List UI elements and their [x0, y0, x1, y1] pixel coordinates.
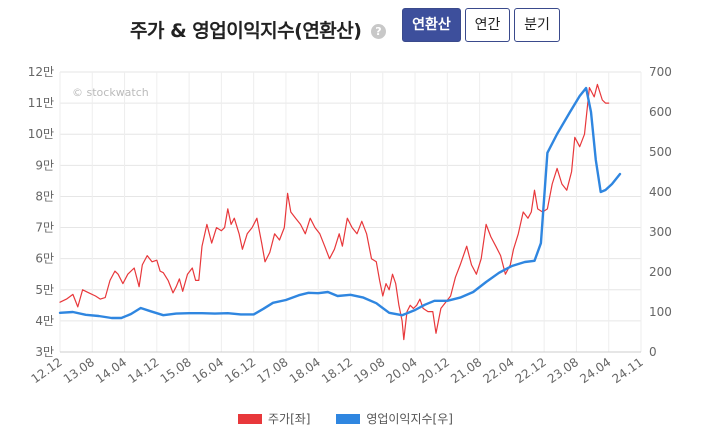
y-left-tick-label: 3만 — [35, 345, 54, 359]
chart-title: 주가 & 영업이익지수(연환산) — [130, 20, 362, 42]
help-icon[interactable]: ? — [371, 24, 386, 39]
y-right-tick-label: 700 — [649, 65, 672, 79]
legend-swatch-op-income — [336, 414, 361, 424]
y-left-tick-label: 5만 — [35, 283, 54, 297]
x-tick-label: 20.12 — [416, 355, 452, 386]
legend-item-op-income[interactable]: 영업이익지수[우] — [336, 410, 453, 427]
legend-swatch-stock — [238, 414, 262, 424]
y-left-tick-label: 11만 — [28, 96, 54, 110]
y-left-tick-label: 8만 — [35, 189, 54, 203]
x-tick-label: 24.04 — [577, 355, 613, 386]
x-tick-label: 21.08 — [448, 355, 484, 386]
x-tick-label: 19.08 — [351, 355, 387, 386]
y-left-tick-label: 7만 — [35, 221, 54, 235]
y-right-tick-label: 100 — [649, 305, 672, 319]
y-left-tick-label: 4만 — [35, 314, 54, 328]
y-right-tick-label: 200 — [649, 265, 672, 279]
x-tick-label: 24.11 — [610, 355, 646, 386]
y-right-tick-label: 600 — [649, 105, 672, 119]
y-right-tick-label: 400 — [649, 185, 672, 199]
x-tick-label: 14.12 — [125, 355, 161, 386]
tab-annualized[interactable]: 연환산 — [402, 8, 461, 42]
x-tick-label: 20.04 — [384, 355, 420, 386]
legend-item-stock[interactable]: 주가[좌] — [238, 410, 310, 427]
x-tick-label: 13.08 — [61, 355, 97, 386]
chart-header: 주가 & 영업이익지수(연환산) ? 연환산 연간 분기 — [0, 8, 702, 44]
x-tick-label: 23.08 — [545, 355, 581, 386]
series-line-operating-income-index — [58, 86, 622, 320]
chart-legend: 주가[좌] 영업이익지수[우] — [238, 410, 475, 427]
x-tick-label: 12.12 — [29, 355, 65, 386]
x-tick-label: 14.04 — [93, 355, 129, 386]
legend-label-stock: 주가[좌] — [268, 412, 311, 426]
legend-label-op-income: 영업이익지수[우] — [366, 412, 453, 426]
series-line-stock-price — [59, 83, 610, 341]
x-tick-label: 22.04 — [480, 355, 516, 386]
x-tick-label: 22.12 — [513, 355, 549, 386]
y-left-tick-label: 12만 — [28, 65, 54, 79]
watermark: © stockwatch — [72, 86, 149, 99]
tab-quarterly[interactable]: 분기 — [514, 8, 560, 42]
x-tick-label: 15.08 — [158, 355, 194, 386]
y-left-tick-label: 9만 — [35, 158, 54, 172]
x-tick-label: 16.12 — [222, 355, 258, 386]
x-tick-label: 18.12 — [319, 355, 355, 386]
x-tick-label: 16.04 — [190, 355, 226, 386]
y-right-tick-label: 0 — [649, 345, 657, 359]
y-left-tick-label: 6만 — [35, 252, 54, 266]
tab-annual[interactable]: 연간 — [465, 8, 510, 42]
y-right-tick-label: 500 — [649, 145, 672, 159]
y-left-tick-label: 10만 — [28, 127, 54, 141]
y-right-tick-label: 300 — [649, 225, 672, 239]
x-tick-label: 18.04 — [287, 355, 323, 386]
x-tick-label: 17.08 — [254, 355, 290, 386]
